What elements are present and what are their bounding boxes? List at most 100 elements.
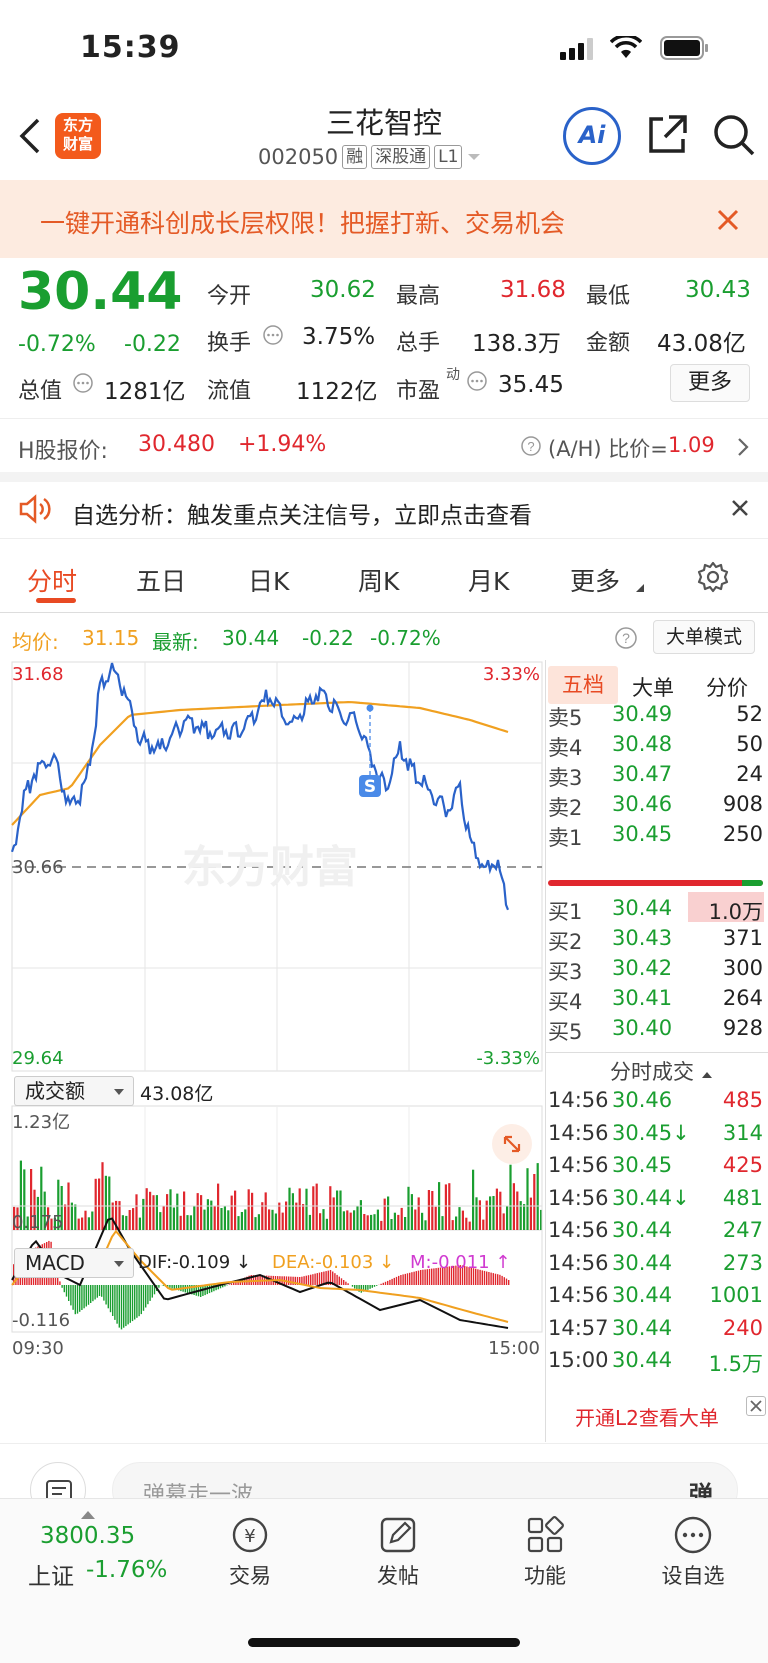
- tab-more[interactable]: 更多: [570, 567, 621, 596]
- volume-bar: [319, 1213, 322, 1230]
- promo-banner[interactable]: [0, 180, 768, 258]
- search-icon[interactable]: [712, 113, 756, 161]
- volume-bar: [380, 1220, 383, 1230]
- level-price: 30.42: [612, 956, 673, 980]
- footer-post[interactable]: 发帖: [348, 1500, 448, 1590]
- intraday-chart[interactable]: 东方财富 S 31.68 30.66 29.64 3.33% -3.33% 1.…: [0, 660, 545, 1442]
- volume-bar: [138, 1217, 141, 1230]
- volume-bar: [57, 1179, 60, 1230]
- volume-bar: [244, 1209, 247, 1230]
- help-icon[interactable]: ?: [520, 435, 542, 461]
- latest-label: 最新:: [152, 630, 199, 654]
- signal-icon: [560, 38, 594, 64]
- tab-intraday[interactable]: 分时: [27, 567, 78, 596]
- stock-subtitle: 002050 融 深股通 L1: [258, 145, 482, 169]
- volume-selector[interactable]: 成交额: [14, 1076, 134, 1106]
- macd-bar: [391, 1278, 393, 1285]
- macd-bar: [94, 1285, 96, 1300]
- footer-trade[interactable]: ¥ 交易: [200, 1500, 300, 1590]
- level-price: 30.45: [612, 822, 673, 846]
- info-icon[interactable]: [262, 324, 284, 350]
- info-icon[interactable]: [466, 370, 488, 396]
- x-start-label: 09:30: [12, 1338, 64, 1359]
- back-icon[interactable]: [18, 116, 42, 160]
- macd-bar: [134, 1285, 136, 1320]
- macd-bar: [153, 1285, 156, 1295]
- tick-price: 30.44: [612, 1283, 673, 1307]
- volume-bar: [339, 1190, 342, 1230]
- share-icon[interactable]: [645, 113, 689, 161]
- gear-icon[interactable]: [696, 560, 730, 598]
- macd-bar: [250, 1275, 252, 1285]
- caret-down-icon[interactable]: [466, 152, 482, 162]
- y-bottom-label: 29.64: [12, 1048, 64, 1069]
- tab-daily-k[interactable]: 日K: [248, 567, 290, 596]
- ai-button[interactable]: Ai: [563, 107, 621, 165]
- tab-five-day[interactable]: 五日: [136, 567, 187, 596]
- index-pct[interactable]: -1.76%: [86, 1557, 168, 1583]
- level-label: 买5: [548, 1020, 583, 1044]
- volume-value: 138.3万: [472, 331, 561, 357]
- close-icon[interactable]: [746, 1396, 766, 1416]
- macd-bar: [169, 1285, 171, 1288]
- bid-row[interactable]: 买2 30.43 371: [548, 926, 763, 958]
- orderbook-tab-price[interactable]: 分价: [706, 676, 748, 700]
- volume-bar: [142, 1198, 145, 1230]
- more-button[interactable]: 更多: [670, 364, 750, 402]
- level-volume: 928: [722, 1016, 763, 1040]
- ticks-header[interactable]: 分时成交: [610, 1056, 713, 1086]
- bid-row[interactable]: 买5 30.40 928: [548, 1016, 763, 1048]
- macd-bar: [13, 1264, 15, 1285]
- ah-ratio-label: (A/H) 比价=: [548, 437, 668, 461]
- tab-weekly-k[interactable]: 周K: [358, 567, 400, 596]
- macd-bar: [486, 1271, 488, 1285]
- big-order-mode-button[interactable]: 大单模式: [653, 620, 755, 654]
- watermark: 东方财富: [182, 842, 358, 893]
- ask-row[interactable]: 卖3 30.47 24: [548, 762, 763, 794]
- tab-monthly-k[interactable]: 月K: [468, 567, 510, 596]
- promo-banner-text[interactable]: 一键开通科创成长层权限！把握打新、交易机会: [40, 209, 566, 238]
- macd-bar: [428, 1268, 431, 1285]
- volume-bar: [285, 1201, 288, 1230]
- l2-upsell[interactable]: 开通L2查看大单: [575, 1406, 719, 1430]
- level-label: 卖2: [548, 796, 583, 820]
- volume-bar: [281, 1212, 284, 1230]
- macd-bar: [294, 1276, 296, 1285]
- orderbook-tab-big[interactable]: 大单: [632, 676, 674, 700]
- index-name[interactable]: 上证: [28, 1564, 74, 1590]
- chevron-right-icon[interactable]: [736, 436, 750, 462]
- volume-bar: [373, 1214, 376, 1230]
- marker-badge[interactable]: [359, 775, 381, 797]
- orderbook-tab-five[interactable]: 五档: [548, 666, 618, 704]
- macd-bar: [125, 1285, 127, 1327]
- volume-bar: [434, 1206, 437, 1230]
- macd-selector[interactable]: MACD: [14, 1248, 134, 1278]
- volume-bar: [115, 1200, 118, 1230]
- volume-bar: [206, 1199, 209, 1230]
- tick-volume: 247: [722, 1218, 763, 1242]
- macd-bar: [112, 1285, 114, 1316]
- bid-row[interactable]: 买3 30.42 300: [548, 956, 763, 988]
- bid-row[interactable]: 买1 30.44 1.0万: [548, 896, 763, 928]
- bidask-ratio-bar-green: [742, 880, 763, 886]
- notice-text[interactable]: 自选分析：触发重点关注信号，立即点击查看: [72, 503, 532, 529]
- close-icon[interactable]: [730, 498, 750, 522]
- bid-row[interactable]: 买4 30.41 264: [548, 986, 763, 1018]
- caret-down-icon: [114, 1089, 124, 1095]
- ask-row[interactable]: 卖5 30.49 52: [548, 702, 763, 734]
- info-icon[interactable]: [72, 372, 94, 398]
- footer-add-watchlist[interactable]: 设自选: [643, 1500, 743, 1590]
- footer-functions[interactable]: 功能: [495, 1500, 595, 1590]
- ask-row[interactable]: 卖1 30.45 250: [548, 822, 763, 854]
- volume-bar: [186, 1215, 189, 1230]
- close-icon[interactable]: [716, 208, 740, 236]
- expand-icon[interactable]: [492, 1124, 532, 1164]
- avg-value: 31.15: [82, 626, 140, 650]
- ask-row[interactable]: 卖2 30.46 908: [548, 792, 763, 824]
- divider: [0, 612, 768, 613]
- index-value[interactable]: 3800.35: [40, 1523, 136, 1549]
- help-icon[interactable]: ?: [614, 626, 638, 654]
- macd-bar: [149, 1285, 151, 1301]
- ask-row[interactable]: 卖4 30.48 50: [548, 732, 763, 764]
- tab-indicator: [36, 598, 76, 603]
